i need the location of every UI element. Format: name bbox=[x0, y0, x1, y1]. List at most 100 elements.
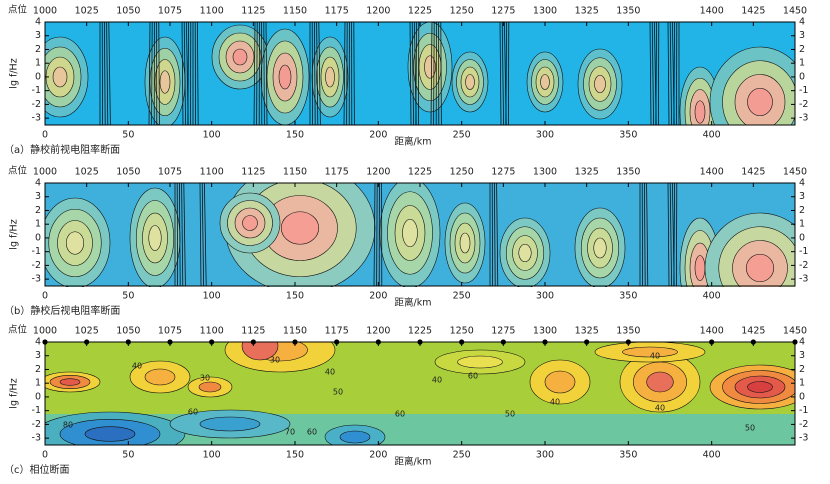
x2-tick-label: 1150 bbox=[283, 167, 307, 178]
contour-line bbox=[183, 183, 186, 287]
contour-line bbox=[181, 22, 184, 125]
contour-fill bbox=[745, 253, 775, 283]
station-dot bbox=[84, 339, 90, 345]
x2-tick-label: 1350 bbox=[616, 167, 640, 178]
y-tick-label: -1 bbox=[32, 246, 41, 257]
x-tick-label: 200 bbox=[369, 130, 387, 141]
contour-fill bbox=[694, 255, 706, 281]
y-tick-label: 0 bbox=[35, 391, 41, 402]
station-dot bbox=[459, 339, 465, 345]
contour-fill bbox=[159, 70, 171, 94]
y2-tick-label: 2 bbox=[799, 205, 805, 216]
x2-tick-label: 1025 bbox=[75, 167, 99, 178]
contour-fill bbox=[465, 74, 475, 90]
x2-tick-label: 1150 bbox=[283, 326, 307, 337]
x2-tick-label: 1425 bbox=[741, 167, 765, 178]
contour-line bbox=[197, 22, 199, 125]
station-dot bbox=[625, 339, 631, 345]
x2-tick-label: 1400 bbox=[700, 326, 724, 337]
y2-tick-label: -3 bbox=[799, 274, 808, 285]
contour-fill bbox=[199, 416, 261, 432]
contour-fill bbox=[646, 371, 674, 393]
y2-tick-label: -1 bbox=[799, 405, 808, 416]
y2-tick-label: -2 bbox=[799, 99, 808, 110]
y2-tick-label: 1 bbox=[799, 219, 805, 230]
contour-fill bbox=[242, 215, 258, 231]
y2-tick-label: -1 bbox=[799, 246, 808, 257]
x2-tick-label: 1250 bbox=[450, 326, 474, 337]
contour-fill bbox=[540, 74, 550, 90]
x2-tick-label: 1225 bbox=[408, 326, 432, 337]
y-tick-label: 1 bbox=[35, 219, 41, 230]
x-tick-label: 300 bbox=[536, 291, 554, 302]
y-tick-label: -2 bbox=[32, 260, 41, 271]
x-tick-label: 200 bbox=[369, 291, 387, 302]
x-tick-label: 300 bbox=[536, 130, 554, 141]
y2-tick-label: 1 bbox=[799, 378, 805, 389]
station-dot bbox=[750, 339, 756, 345]
contour-map bbox=[45, 342, 795, 445]
y-tick-label: 4 bbox=[35, 178, 41, 189]
contour-line bbox=[181, 183, 184, 287]
x2-tick-label: 1050 bbox=[116, 326, 140, 337]
x2-tick-label: 1450 bbox=[783, 167, 807, 178]
contour-label: 50 bbox=[745, 424, 755, 433]
contour-line bbox=[183, 22, 186, 125]
contour-line bbox=[440, 22, 442, 125]
contour-line bbox=[353, 22, 355, 125]
x2-axis-label: 点位 bbox=[8, 324, 28, 336]
station-dot bbox=[375, 339, 381, 345]
x-tick-label: 150 bbox=[286, 130, 304, 141]
x2-tick-label: 1050 bbox=[116, 167, 140, 178]
contour-fill bbox=[457, 355, 503, 369]
contour-fill bbox=[278, 64, 292, 90]
y-tick-label: -1 bbox=[32, 85, 41, 96]
contour-fill bbox=[280, 211, 320, 245]
x-axis-label: 距离/km bbox=[395, 297, 432, 309]
contour-fill bbox=[241, 342, 279, 361]
x2-tick-label: 1300 bbox=[533, 6, 557, 17]
x2-tick-label: 1300 bbox=[533, 326, 557, 337]
x2-axis-label: 点位 bbox=[8, 4, 28, 16]
contour-label: 40 bbox=[550, 398, 560, 407]
contour-line bbox=[199, 183, 202, 287]
x2-tick-label: 1075 bbox=[158, 6, 182, 17]
x2-tick-label: 1350 bbox=[616, 326, 640, 337]
x-tick-label: 350 bbox=[619, 450, 637, 461]
x2-tick-label: 1100 bbox=[200, 326, 224, 337]
x2-tick-label: 1125 bbox=[241, 6, 265, 17]
contour-line bbox=[649, 22, 652, 125]
x2-tick-label: 1075 bbox=[158, 167, 182, 178]
x2-tick-label: 1275 bbox=[491, 326, 515, 337]
station-dot bbox=[167, 339, 173, 345]
contour-line bbox=[651, 22, 654, 125]
x2-tick-label: 1250 bbox=[450, 6, 474, 17]
station-dot bbox=[542, 339, 548, 345]
y-axis-label: lg f/Hz bbox=[9, 58, 20, 88]
contour-line bbox=[187, 22, 189, 125]
caption: （b）静校后视电阻率断面 bbox=[4, 304, 120, 317]
x2-tick-label: 1100 bbox=[200, 167, 224, 178]
caption: （c）相位断面 bbox=[4, 463, 70, 476]
x-tick-label: 150 bbox=[286, 291, 304, 302]
x2-tick-label: 1000 bbox=[33, 167, 57, 178]
y-tick-label: 2 bbox=[35, 44, 41, 55]
y2-tick-label: 3 bbox=[799, 350, 805, 361]
y2-tick-label: -3 bbox=[799, 113, 808, 124]
x-tick-label: 200 bbox=[369, 450, 387, 461]
x-tick-label: 400 bbox=[703, 130, 721, 141]
contour-label: 40 bbox=[650, 352, 660, 361]
x2-axis-label: 点位 bbox=[8, 165, 28, 177]
x2-tick-label: 1025 bbox=[75, 6, 99, 17]
y-tick-label: -2 bbox=[32, 419, 41, 430]
contour-fill bbox=[747, 381, 773, 393]
contour-fill bbox=[148, 225, 162, 251]
x2-tick-label: 1275 bbox=[491, 167, 515, 178]
contour-line bbox=[667, 22, 670, 125]
contour-map bbox=[45, 183, 795, 287]
contour-line bbox=[669, 183, 672, 287]
contour-line bbox=[496, 183, 499, 287]
x2-tick-label: 1425 bbox=[741, 6, 765, 17]
y-tick-label: 4 bbox=[35, 17, 41, 28]
